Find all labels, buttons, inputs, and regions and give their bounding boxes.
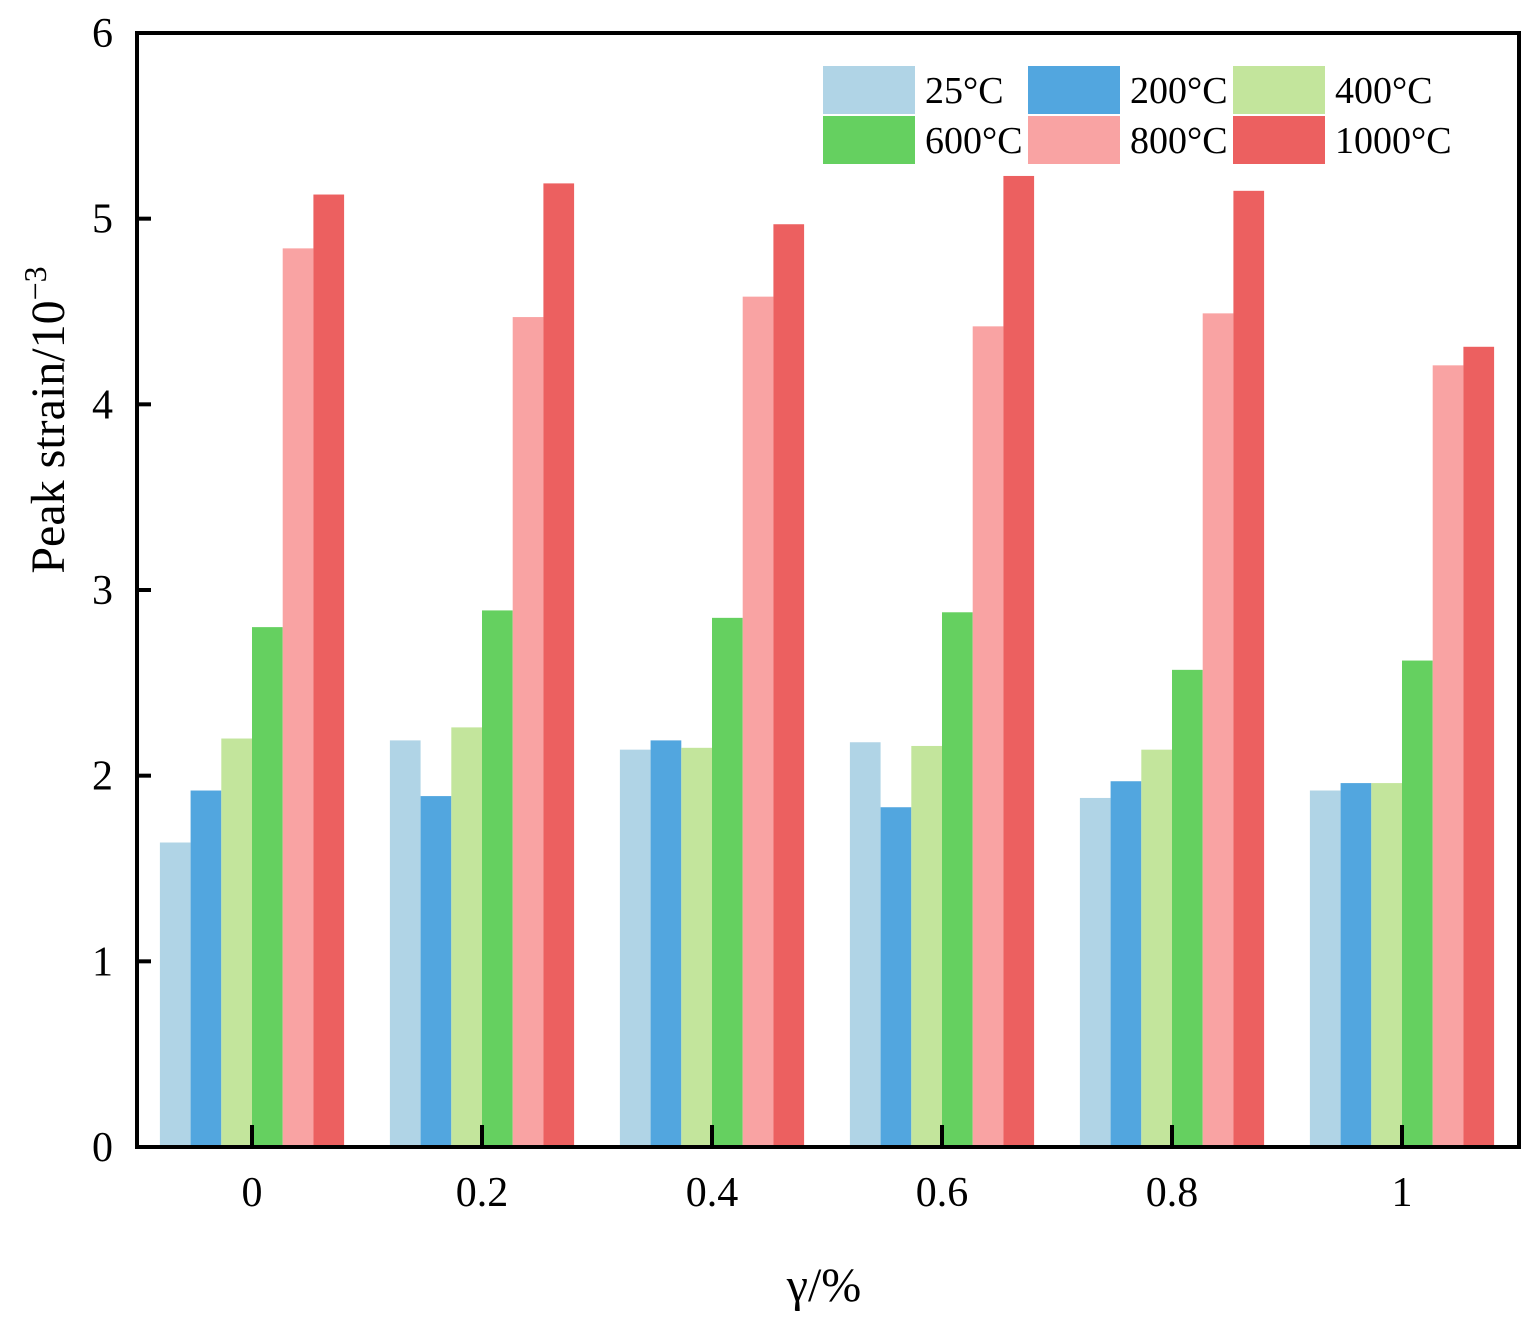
bar-1000C-at-0_6 <box>1003 175 1035 1147</box>
x-axis-title: γ/% <box>786 1259 862 1312</box>
bars-layer <box>159 175 1495 1148</box>
bar-800C-at-0_2 <box>512 317 544 1147</box>
bar-400C-at-0_8 <box>1141 749 1172 1147</box>
legend-label-400C: 400°C <box>1335 70 1433 112</box>
x-tick-label: 0.2 <box>456 1170 509 1216</box>
y-tick-label: 6 <box>92 11 113 57</box>
x-tick-label: 0.4 <box>686 1170 739 1216</box>
bar-800C-at-0 <box>282 248 314 1147</box>
y-tick-label: 2 <box>92 754 113 800</box>
y-axis-title-base: Peak strain/10 <box>22 300 75 573</box>
bar-1000C-at-0 <box>313 194 345 1147</box>
bar-200C-at-0_6 <box>880 807 912 1147</box>
legend-swatch-800C <box>1028 116 1120 164</box>
bar-400C-at-1 <box>1371 783 1402 1147</box>
bar-200C-at-1 <box>1340 783 1372 1147</box>
y-tick-label: 0 <box>92 1125 113 1171</box>
y-tick-label: 4 <box>92 382 113 428</box>
legend-swatch-600C <box>823 116 915 164</box>
bar-25C-at-0 <box>159 842 191 1147</box>
x-tick-label: 0.6 <box>916 1170 969 1216</box>
y-axis-title-exponent: −3 <box>17 266 53 300</box>
bar-400C-at-0_4 <box>681 747 712 1147</box>
bar-25C-at-0_6 <box>849 742 881 1147</box>
bar-400C-at-0_6 <box>911 745 942 1147</box>
bar-1000C-at-0_4 <box>773 224 805 1148</box>
bar-200C-at-0 <box>190 790 222 1147</box>
bar-200C-at-0_8 <box>1110 781 1142 1147</box>
x-tick-label: 0.8 <box>1146 1170 1199 1216</box>
axes-layer: 0 1 2 3 4 5 6 0 0.2 0.4 0.6 0.8 1 <box>92 11 1521 1216</box>
y-tick-label: 5 <box>92 197 113 243</box>
y-tick-label: 1 <box>92 939 113 985</box>
bar-200C-at-0_4 <box>650 740 682 1147</box>
legend-label-200C: 200°C <box>1130 70 1228 112</box>
bar-1000C-at-0_8 <box>1233 190 1265 1147</box>
bar-600C-at-0_6 <box>942 612 973 1147</box>
legend-label-600C: 600°C <box>925 120 1023 162</box>
bar-800C-at-0_4 <box>742 296 774 1147</box>
bar-800C-at-1 <box>1432 365 1464 1148</box>
bar-800C-at-0_8 <box>1202 313 1234 1147</box>
bar-25C-at-0_4 <box>619 749 651 1147</box>
bar-1000C-at-1 <box>1463 346 1495 1147</box>
legend-swatch-1000C <box>1233 116 1325 164</box>
legend-swatch-25C <box>823 66 915 114</box>
bar-600C-at-0_4 <box>712 617 743 1147</box>
y-tick-label: 3 <box>92 568 113 614</box>
bar-25C-at-0_2 <box>389 740 421 1147</box>
bar-800C-at-0_6 <box>972 326 1004 1148</box>
x-tick-label: 1 <box>1392 1170 1413 1216</box>
bar-600C-at-1 <box>1402 660 1433 1147</box>
bar-400C-at-0_2 <box>451 727 482 1147</box>
legend-swatch-200C <box>1028 66 1120 114</box>
legend-label-25C: 25°C <box>925 70 1004 112</box>
bar-25C-at-1 <box>1309 790 1341 1147</box>
bar-400C-at-0 <box>221 738 252 1147</box>
legend-label-1000C: 1000°C <box>1335 120 1452 162</box>
legend-swatch-400C <box>1233 66 1325 114</box>
bar-600C-at-0_8 <box>1172 669 1203 1147</box>
y-axis-title: Peak strain/10−3 <box>17 266 75 573</box>
bar-1000C-at-0_2 <box>543 183 575 1147</box>
bar-25C-at-0_8 <box>1079 797 1111 1147</box>
bar-600C-at-0 <box>252 627 283 1147</box>
bar-600C-at-0_2 <box>482 610 513 1147</box>
x-tick-label: 0 <box>242 1170 263 1216</box>
bar-200C-at-0_2 <box>420 796 452 1147</box>
legend: 25°C 200°C 400°C 600°C 800°C 1000°C <box>823 66 1452 164</box>
legend-label-800C: 800°C <box>1130 120 1228 162</box>
